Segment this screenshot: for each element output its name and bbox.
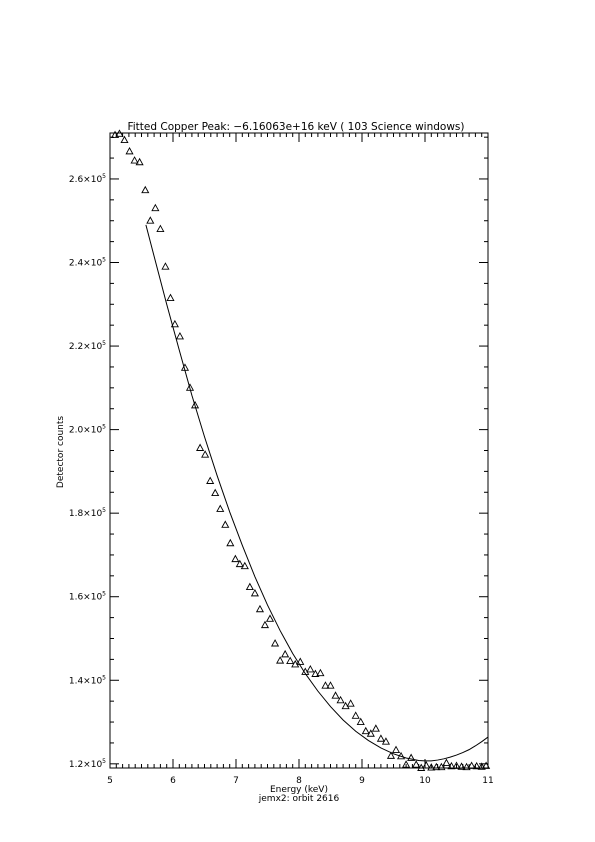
data-point	[391, 745, 401, 753]
x-tick-label: 7	[233, 776, 239, 786]
data-point	[326, 681, 335, 689]
data-point	[170, 319, 179, 328]
data-point	[356, 717, 365, 725]
x-tick-label: 5	[107, 776, 113, 786]
data-point	[216, 504, 225, 512]
data-point	[402, 760, 411, 768]
data-point	[211, 488, 220, 497]
data-point	[226, 538, 235, 547]
data-point	[250, 588, 259, 597]
chart-title: Fitted Copper Peak: −6.16063e+16 keV ( 1…	[127, 121, 464, 133]
data-point	[115, 129, 124, 137]
data-point	[141, 185, 150, 194]
y-tick-labels: 1.2×105 1.4×105 1.6×105 1.8×105 2.0×105 2.2×1…	[69, 173, 106, 770]
data-point	[135, 157, 144, 166]
x-tick-labels: 5 6 7 8 9 10 11	[107, 776, 494, 786]
data-point	[316, 668, 325, 677]
data-point	[120, 135, 129, 144]
data-point	[452, 761, 461, 769]
data-point	[351, 711, 360, 719]
y-tick-label: 1.8×105	[69, 507, 106, 519]
y-tick-label: 1.6×105	[69, 591, 106, 603]
data-point	[447, 761, 456, 770]
data-point	[336, 695, 345, 704]
data-point	[281, 649, 290, 658]
data-point	[180, 363, 190, 371]
data-point	[255, 604, 265, 613]
data-point	[196, 443, 205, 451]
data-point	[437, 762, 446, 771]
data-point	[231, 554, 240, 563]
y-tick-label: 2.4×105	[69, 257, 106, 269]
data-point	[396, 751, 406, 760]
data-point	[260, 620, 270, 629]
x-tick-label: 11	[482, 776, 493, 786]
data-point	[235, 559, 244, 568]
x-tick-label: 6	[170, 776, 176, 786]
data-point	[442, 758, 451, 766]
data-point	[331, 691, 340, 699]
data-point	[130, 156, 139, 164]
data-point	[407, 753, 416, 761]
data-point	[422, 761, 431, 769]
data-point	[175, 332, 184, 340]
fit-curve	[145, 224, 489, 762]
data-point	[366, 729, 375, 737]
data-point	[265, 614, 275, 622]
y-axis-label: Detector counts	[56, 416, 66, 488]
data-point	[467, 761, 476, 769]
chart-subtitle: jemx2: orbit 2616	[258, 794, 340, 804]
data-point	[245, 582, 254, 591]
x-tick-label: 8	[296, 776, 302, 786]
data-point	[146, 216, 155, 224]
x-tick-label: 9	[359, 776, 365, 786]
y-tick-label: 2.0×105	[69, 424, 106, 436]
data-point	[306, 664, 315, 673]
y-tick-label: 2.2×105	[69, 340, 106, 352]
data-point	[296, 657, 305, 665]
data-point	[270, 639, 280, 647]
data-point	[201, 450, 210, 458]
data-point	[381, 737, 391, 745]
plot-frame	[109, 132, 489, 769]
data-point	[151, 203, 160, 212]
data-point	[166, 293, 175, 301]
y-tick-label: 1.2×105	[69, 758, 106, 770]
data-point	[472, 761, 481, 770]
data-point	[432, 762, 441, 771]
data-point	[221, 520, 230, 528]
data-point	[321, 681, 330, 689]
data-point	[386, 751, 396, 759]
data-point	[161, 262, 170, 270]
data-point	[361, 726, 370, 735]
axis-ticks	[109, 133, 489, 768]
y-tick-label: 2.6×105	[69, 173, 106, 185]
data-point	[240, 561, 249, 570]
data-point	[477, 762, 486, 770]
data-point	[412, 760, 421, 768]
data-points	[110, 129, 491, 771]
data-point	[276, 656, 285, 664]
data-point	[206, 476, 215, 484]
data-point	[376, 734, 385, 742]
x-axis-label: Energy (keV)	[270, 785, 328, 795]
data-point	[156, 224, 165, 233]
data-point	[427, 763, 436, 771]
data-point	[185, 383, 195, 391]
x-tick-label: 10	[419, 776, 431, 786]
data-point	[286, 656, 295, 665]
data-point	[311, 669, 320, 677]
data-point	[482, 761, 491, 769]
data-point	[457, 762, 466, 770]
data-point	[125, 146, 134, 155]
data-point	[371, 724, 380, 732]
data-point	[190, 400, 200, 409]
data-point	[462, 762, 471, 771]
y-tick-label: 1.4×105	[69, 674, 106, 686]
data-point	[346, 699, 355, 707]
